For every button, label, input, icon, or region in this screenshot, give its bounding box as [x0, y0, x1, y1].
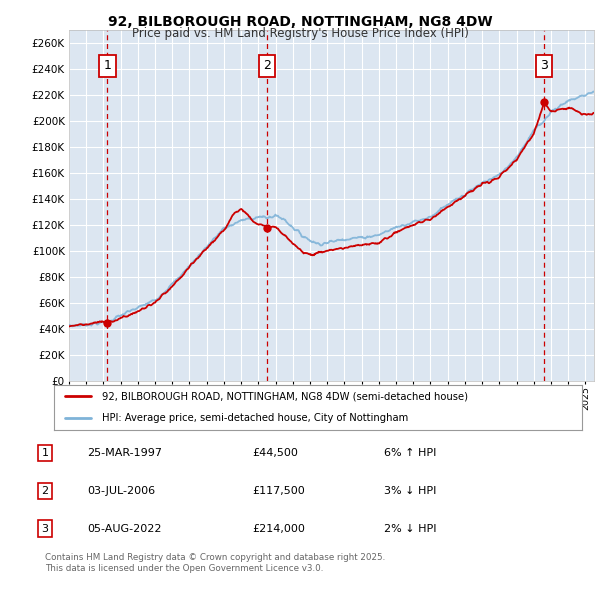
Text: 92, BILBOROUGH ROAD, NOTTINGHAM, NG8 4DW (semi-detached house): 92, BILBOROUGH ROAD, NOTTINGHAM, NG8 4DW… [101, 391, 467, 401]
Text: Price paid vs. HM Land Registry's House Price Index (HPI): Price paid vs. HM Land Registry's House … [131, 27, 469, 40]
Text: 1: 1 [41, 448, 49, 458]
Text: 05-AUG-2022: 05-AUG-2022 [87, 524, 161, 533]
Text: 25-MAR-1997: 25-MAR-1997 [87, 448, 162, 458]
Text: HPI: Average price, semi-detached house, City of Nottingham: HPI: Average price, semi-detached house,… [101, 414, 408, 424]
Text: £44,500: £44,500 [252, 448, 298, 458]
Text: 6% ↑ HPI: 6% ↑ HPI [384, 448, 436, 458]
Text: £117,500: £117,500 [252, 486, 305, 496]
Text: Contains HM Land Registry data © Crown copyright and database right 2025.
This d: Contains HM Land Registry data © Crown c… [45, 553, 385, 573]
Text: 3: 3 [540, 60, 548, 73]
Text: 2: 2 [263, 60, 271, 73]
Text: 3% ↓ HPI: 3% ↓ HPI [384, 486, 436, 496]
Text: £214,000: £214,000 [252, 524, 305, 533]
Text: 2: 2 [41, 486, 49, 496]
Text: 92, BILBOROUGH ROAD, NOTTINGHAM, NG8 4DW: 92, BILBOROUGH ROAD, NOTTINGHAM, NG8 4DW [107, 15, 493, 29]
Text: 3: 3 [41, 524, 49, 533]
Text: 2% ↓ HPI: 2% ↓ HPI [384, 524, 437, 533]
Text: 03-JUL-2006: 03-JUL-2006 [87, 486, 155, 496]
Text: 1: 1 [103, 60, 112, 73]
